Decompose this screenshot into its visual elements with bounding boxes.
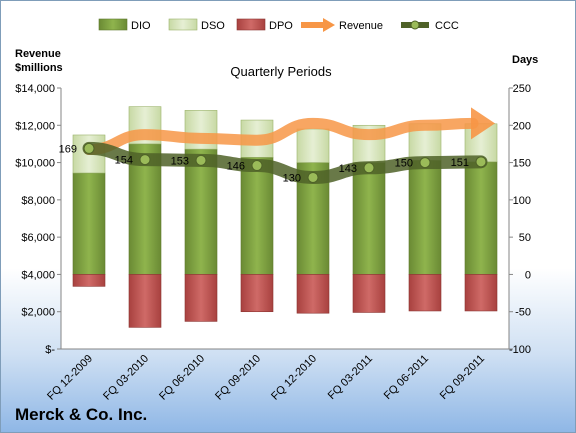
legend-marker <box>410 20 420 30</box>
dpo-bar <box>464 274 498 312</box>
ccc-point <box>195 154 207 166</box>
dio-bar <box>352 162 386 275</box>
ccc-data-label: 143 <box>339 163 357 175</box>
dio-bar <box>464 161 498 275</box>
x-tick-label: FQ 03-2010 <box>101 353 151 403</box>
left-axis-unit-label: $millions <box>15 62 63 74</box>
x-tick-label: FQ 12-2009 <box>45 353 95 403</box>
left-tick-label: $4,000 <box>21 269 55 281</box>
ccc-data-label: 146 <box>227 161 245 173</box>
dpo-bar <box>128 274 162 328</box>
dso-bar <box>296 128 330 163</box>
right-axis-label: Days <box>512 54 538 66</box>
ccc-point <box>251 160 263 172</box>
ccc-point <box>475 156 487 168</box>
company-name: Merck & Co. Inc. <box>15 405 148 424</box>
dpo-bar <box>184 274 218 322</box>
x-tick-label: FQ 06-2011 <box>382 353 431 402</box>
right-tick-label: 200 <box>513 120 531 132</box>
left-tick-label: $12,000 <box>15 120 55 132</box>
right-tick-label: -100 <box>509 344 531 356</box>
dio-bar <box>408 160 442 275</box>
dpo-bar <box>408 274 442 312</box>
legend-label: CCC <box>435 20 459 32</box>
dio-bar <box>72 172 106 275</box>
left-tick-label: $6,000 <box>21 232 55 244</box>
ccc-data-label: 169 <box>59 143 77 155</box>
x-tick-label: FQ 09-2010 <box>213 353 263 403</box>
dpo-bar <box>296 274 330 314</box>
legend: DIO DSO DPO Revenue CCC <box>98 18 459 32</box>
legend-swatch <box>236 18 266 31</box>
left-tick-label: $8,000 <box>21 195 55 207</box>
ccc-point <box>139 154 151 166</box>
legend-arrow-head <box>323 18 335 32</box>
left-tick-label: $- <box>45 344 55 356</box>
ccc-data-label: 154 <box>115 155 133 167</box>
right-tick-label: 0 <box>525 269 531 281</box>
left-tick-label: $14,000 <box>15 83 55 95</box>
ccc-point <box>307 171 319 183</box>
right-tick-label: 100 <box>513 195 531 207</box>
ccc-point <box>419 157 431 169</box>
right-tick-label: -50 <box>515 307 531 319</box>
right-tick-label: 250 <box>513 83 531 95</box>
legend-label: DPO <box>269 20 293 32</box>
legend-label: DIO <box>131 20 151 32</box>
revenue-line <box>83 117 479 156</box>
x-tick-label: FQ 09-2011 <box>438 353 487 402</box>
left-tick-label: $10,000 <box>15 158 55 170</box>
chart-title: Quarterly Periods <box>230 64 332 79</box>
legend-label: DSO <box>201 20 225 32</box>
ccc-data-label: 153 <box>171 155 189 167</box>
dpo-bar <box>352 274 386 313</box>
plot-area: $- $2,000 $4,000 $6,000 $8,000 $10,000 $12,000… <box>15 83 531 403</box>
dio-bar <box>184 148 218 275</box>
x-tick-label: FQ 06-2010 <box>157 353 207 403</box>
x-tick-label: FQ 12-2010 <box>269 353 319 403</box>
legend-swatch <box>168 18 198 31</box>
dio-bar <box>240 157 274 275</box>
legend-swatch <box>98 18 128 31</box>
right-tick-label: 150 <box>513 158 531 170</box>
right-tick-label: 50 <box>519 232 531 244</box>
revenue-arrow-head <box>471 107 495 140</box>
ccc-point <box>363 162 375 174</box>
ccc-data-label: 150 <box>395 158 413 170</box>
ccc-point <box>83 142 95 154</box>
legend-label: Revenue <box>339 20 383 32</box>
left-tick-label: $2,000 <box>21 307 55 319</box>
left-axis-label: Revenue <box>15 48 61 60</box>
ccc-data-label: 130 <box>283 172 301 184</box>
dpo-bar <box>72 274 106 287</box>
x-tick-label: FQ 03-2011 <box>326 353 375 402</box>
dpo-bar <box>240 274 274 313</box>
ccc-data-label: 151 <box>451 157 469 169</box>
